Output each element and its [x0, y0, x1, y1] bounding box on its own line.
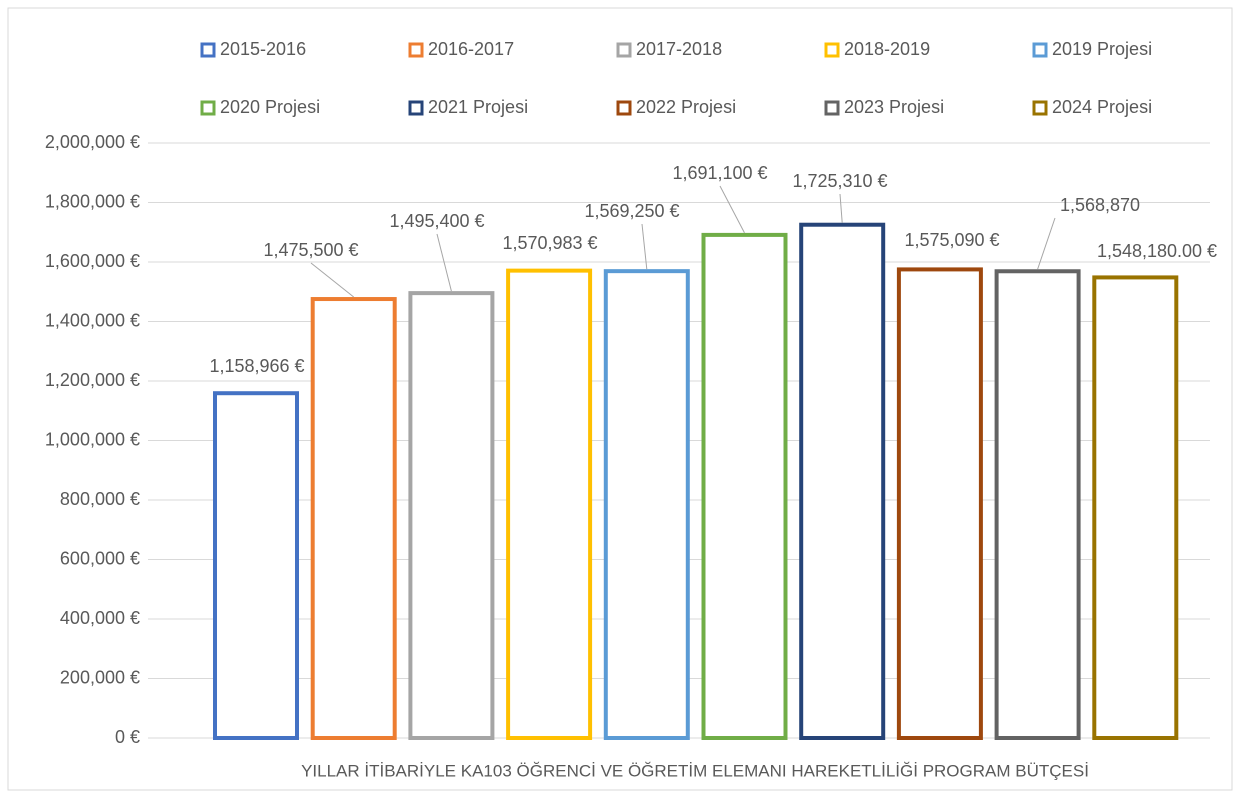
y-tick-label: 1,200,000 €: [45, 370, 140, 390]
leader-line: [1037, 217, 1056, 270]
legend-swatch: [1032, 42, 1048, 58]
y-tick-label: 1,400,000 €: [45, 310, 140, 330]
legend-swatch: [616, 100, 632, 116]
data-label: 1,548,180.00 €: [1097, 241, 1217, 261]
bar: [506, 268, 593, 740]
bar: [1092, 275, 1179, 740]
leader-line: [839, 193, 843, 223]
legend-label: 2019 Projesi: [1052, 39, 1152, 59]
bar: [994, 269, 1081, 740]
data-label: 1,475,500 €: [263, 240, 358, 260]
leader-line: [310, 262, 355, 298]
data-label: 1,570,983 €: [502, 233, 597, 253]
legend-swatch: [824, 42, 840, 58]
bar: [799, 222, 886, 740]
y-tick-label: 800,000 €: [60, 489, 140, 509]
legend-swatch: [824, 100, 840, 116]
legend-swatch: [408, 42, 424, 58]
data-label: 1,575,090 €: [904, 230, 999, 250]
y-tick-label: 1,600,000 €: [45, 251, 140, 271]
y-tick-label: 600,000 €: [60, 548, 140, 568]
bar: [213, 391, 299, 740]
y-tick-label: 0 €: [115, 727, 140, 747]
y-tick-label: 200,000 €: [60, 667, 140, 687]
legend-label: 2016-2017: [428, 39, 514, 59]
legend-label: 2017-2018: [636, 39, 722, 59]
legend-label: 2024 Projesi: [1052, 97, 1152, 117]
data-label: 1,725,310 €: [792, 171, 887, 191]
legend-label: 2018-2019: [844, 39, 930, 59]
bar: [603, 269, 690, 740]
leader-line: [641, 223, 648, 270]
legend-label: 2022 Projesi: [636, 97, 736, 117]
bar: [408, 291, 495, 740]
legend-swatch: [200, 100, 216, 116]
legend-swatch: [408, 100, 424, 116]
legend-swatch: [1032, 100, 1048, 116]
data-label: 1,495,400 €: [389, 211, 484, 231]
legend-swatch: [200, 42, 216, 58]
leader-line: [719, 185, 745, 234]
y-tick-label: 2,000,000 €: [45, 132, 140, 152]
y-tick-label: 1,000,000 €: [45, 429, 140, 449]
data-label: 1,691,100 €: [672, 163, 767, 183]
legend-swatch: [616, 42, 632, 58]
legend-label: 2015-2016: [220, 39, 306, 59]
x-tick-label: YILLAR İTİBARİYLE KA103 ÖĞRENCİ VE ÖĞRET…: [301, 761, 1089, 780]
leader-line: [436, 233, 452, 292]
legend-label: 2020 Projesi: [220, 97, 320, 117]
data-label: 1,158,966 €: [209, 356, 304, 376]
bar: [310, 297, 397, 740]
data-label: 1,569,250 €: [584, 201, 679, 221]
y-tick-label: 400,000 €: [60, 608, 140, 628]
bar: [896, 267, 983, 740]
legend-label: 2021 Projesi: [428, 97, 528, 117]
bar: [701, 232, 788, 741]
legend-label: 2023 Projesi: [844, 97, 944, 117]
y-tick-label: 1,800,000 €: [45, 191, 140, 211]
data-label: 1,568,870: [1060, 195, 1140, 215]
